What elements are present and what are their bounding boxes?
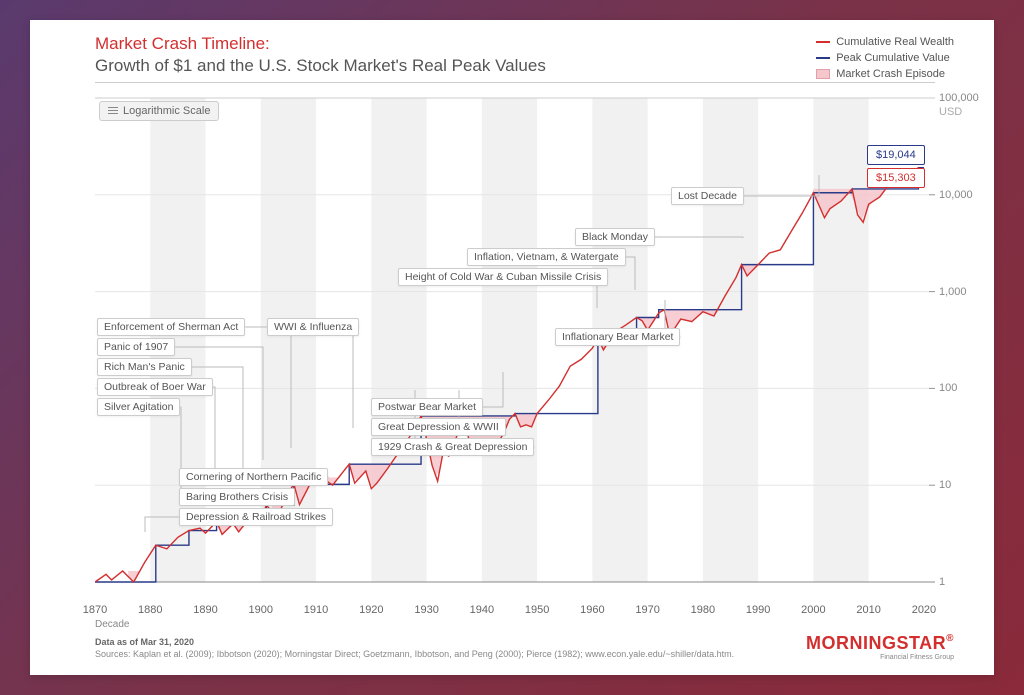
- event-label: Black Monday: [575, 228, 655, 246]
- event-label: Lost Decade: [671, 187, 744, 205]
- rule-top: [95, 82, 935, 83]
- x-tick-label: 1910: [304, 604, 328, 616]
- x-axis-title: Decade: [95, 619, 129, 630]
- legend-swatch-icon: [816, 69, 830, 79]
- y-tick-label: 10: [939, 479, 983, 491]
- footer-asof: Data as of Mar 31, 2020: [95, 637, 194, 647]
- event-label: Rich Man's Panic: [97, 358, 192, 376]
- y-unit-label: USD: [939, 106, 983, 118]
- brand-tag: Financial Fitness Group: [880, 654, 954, 661]
- x-tick-label: 1970: [635, 604, 659, 616]
- x-tick-label: 1960: [580, 604, 604, 616]
- event-label: Inflationary Bear Market: [555, 328, 680, 346]
- x-tick-label: 1920: [359, 604, 383, 616]
- y-tick-label: 1: [939, 576, 983, 588]
- y-tick-label: 100: [939, 382, 983, 394]
- x-tick-label: 1950: [525, 604, 549, 616]
- scale-badge: Logarithmic Scale: [99, 101, 219, 121]
- x-tick-label: 2020: [912, 604, 936, 616]
- event-label: Cornering of Northern Pacific: [179, 468, 328, 486]
- event-label: Baring Brothers Crisis: [179, 488, 295, 506]
- legend: Cumulative Real Wealth Peak Cumulative V…: [816, 34, 954, 82]
- legend-label: Market Crash Episode: [836, 68, 945, 80]
- event-label: Depression & Railroad Strikes: [179, 508, 333, 526]
- title-main: Market Crash Timeline:: [95, 34, 546, 54]
- x-tick-label: 1990: [746, 604, 770, 616]
- event-label: Silver Agitation: [97, 398, 180, 416]
- footer-sources: Data as of Mar 31, 2020 Sources: Kaplan …: [95, 636, 734, 661]
- event-label: Height of Cold War & Cuban Missile Crisi…: [398, 268, 608, 286]
- scale-icon: [108, 107, 118, 116]
- x-tick-label: 1980: [691, 604, 715, 616]
- chart-header: Market Crash Timeline: Growth of $1 and …: [95, 34, 546, 76]
- title-sub: Growth of $1 and the U.S. Stock Market's…: [95, 56, 546, 76]
- x-tick-label: 1900: [249, 604, 273, 616]
- scale-badge-text: Logarithmic Scale: [123, 105, 210, 117]
- brand-text: MORNINGSTAR: [806, 633, 946, 653]
- end-value-callout: $15,303: [867, 168, 925, 188]
- event-label: Postwar Bear Market: [371, 398, 483, 416]
- legend-label: Cumulative Real Wealth: [836, 36, 954, 48]
- x-tick-label: 1930: [414, 604, 438, 616]
- chart-footer: Data as of Mar 31, 2020 Sources: Kaplan …: [95, 633, 954, 661]
- event-label: 1929 Crash & Great Depression: [371, 438, 534, 456]
- event-label: Inflation, Vietnam, & Watergate: [467, 248, 626, 266]
- event-label: Enforcement of Sherman Act: [97, 318, 245, 336]
- x-tick-label: 1870: [83, 604, 107, 616]
- x-tick-label: 1890: [193, 604, 217, 616]
- y-tick-label: 100,000: [939, 92, 983, 104]
- y-tick-label: 10,000: [939, 189, 983, 201]
- chart-panel: Market Crash Timeline: Growth of $1 and …: [30, 20, 994, 675]
- legend-line-icon: [816, 41, 830, 43]
- event-label: Great Depression & WWII: [371, 418, 506, 436]
- brand-logo: MORNINGSTAR® Financial Fitness Group: [806, 633, 954, 661]
- legend-label: Peak Cumulative Value: [836, 52, 950, 64]
- x-tick-label: 1940: [470, 604, 494, 616]
- legend-item: Market Crash Episode: [816, 66, 954, 82]
- event-label: Panic of 1907: [97, 338, 175, 356]
- legend-line-icon: [816, 57, 830, 59]
- chart-plot: Logarithmic Scale Decade 1101001,00010,0…: [95, 90, 935, 600]
- footer-sources-text: Sources: Kaplan et al. (2009); Ibbotson …: [95, 649, 734, 659]
- y-tick-label: 1,000: [939, 286, 983, 298]
- legend-item: Peak Cumulative Value: [816, 50, 954, 66]
- event-label: WWI & Influenza: [267, 318, 359, 336]
- x-tick-label: 2010: [856, 604, 880, 616]
- legend-item: Cumulative Real Wealth: [816, 34, 954, 50]
- x-tick-label: 2000: [801, 604, 825, 616]
- x-tick-label: 1880: [138, 604, 162, 616]
- end-value-callout: $19,044: [867, 145, 925, 165]
- event-label: Outbreak of Boer War: [97, 378, 213, 396]
